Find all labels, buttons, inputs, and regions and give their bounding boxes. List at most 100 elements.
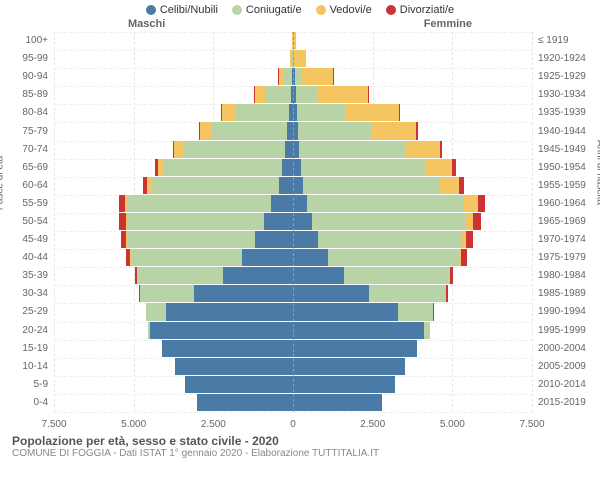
bar-segment-female <box>318 231 461 248</box>
x-tick: 7.500 <box>519 419 544 430</box>
bar-segment-female <box>298 122 371 139</box>
y-tick-right: 2015-2019 <box>534 398 592 408</box>
bar-segment-female <box>345 104 399 121</box>
bar-segment-male <box>126 213 128 230</box>
gender-headers: Maschi Femmine <box>8 18 592 32</box>
y-tick-left: 85-89 <box>8 90 52 100</box>
y-tick-left: 70-74 <box>8 145 52 155</box>
bar-segment-male <box>130 249 242 266</box>
bar-segment-female <box>473 213 481 230</box>
bar-segment-male <box>222 104 235 121</box>
bar-segment-female <box>344 267 449 284</box>
legend-label: Divorziati/e <box>400 4 454 16</box>
bar-segment-female <box>299 141 404 158</box>
bar-segment-male <box>174 141 183 158</box>
y-tick-right: 1935-1939 <box>534 108 592 118</box>
bar-segment-female <box>293 213 312 230</box>
x-tick: 5.000 <box>121 419 146 430</box>
bar-segment-female <box>293 177 303 194</box>
y-tick-right: 1945-1949 <box>534 145 592 155</box>
bar-segment-female <box>466 231 473 248</box>
bar-segment-male <box>147 177 151 194</box>
bar-segment-male <box>164 159 282 176</box>
y-tick-left: 100+ <box>8 36 52 46</box>
bar-segment-male <box>143 177 147 194</box>
bar-segment-male <box>158 159 164 176</box>
bar-segment-male <box>127 195 270 212</box>
legend-item: Vedovi/e <box>316 4 372 16</box>
bar-segment-female <box>446 285 448 302</box>
legend-swatch <box>386 5 396 15</box>
bar-segment-male <box>271 195 293 212</box>
bar-segment-male <box>254 86 265 103</box>
bar-segment-female <box>440 141 443 158</box>
y-axis-label-right: Anni di nascita <box>595 140 600 205</box>
y-tick-left: 20-24 <box>8 326 52 336</box>
bar-segment-male <box>125 195 128 212</box>
bar-segment-male <box>183 141 285 158</box>
bar-segment-female <box>398 303 433 320</box>
bar-segment-male <box>235 104 289 121</box>
bar-segment-male <box>279 177 293 194</box>
y-tick-right: 2010-2014 <box>534 380 592 390</box>
gridline-vertical <box>532 32 533 412</box>
population-pyramid-chart: Celibi/NubiliConiugati/eVedovi/eDivorzia… <box>0 0 600 500</box>
legend-swatch <box>232 5 242 15</box>
y-tick-left: 40-44 <box>8 253 52 263</box>
center-axis <box>293 32 294 412</box>
bar-segment-male <box>126 249 130 266</box>
chart-footer: Popolazione per età, sesso e stato civil… <box>8 434 592 459</box>
bar-segment-female <box>293 195 307 212</box>
bars-area <box>54 32 532 412</box>
bar-segment-female <box>478 195 486 212</box>
legend-swatch <box>316 5 326 15</box>
bar-segment-female <box>371 122 416 139</box>
gridline-horizontal <box>54 412 532 413</box>
bar-segment-female <box>307 195 463 212</box>
y-tick-right: 2005-2009 <box>534 362 592 372</box>
y-tick-right: 1950-1954 <box>534 163 592 173</box>
y-axis-label-left: Fasce di età <box>0 156 6 210</box>
y-tick-right: 1990-1994 <box>534 307 592 317</box>
bar-segment-male <box>284 68 292 85</box>
bar-segment-male <box>255 231 293 248</box>
y-tick-left: 10-14 <box>8 362 52 372</box>
bar-segment-female <box>301 159 425 176</box>
x-axis: 7.5005.0002.50002.5005.0007.500 <box>54 414 532 432</box>
chart-title: Popolazione per età, sesso e stato civil… <box>12 434 592 448</box>
y-tick-right: 1960-1964 <box>534 199 592 209</box>
bar-segment-male <box>175 358 293 375</box>
bar-segment-female <box>465 213 473 230</box>
bar-segment-female <box>293 285 369 302</box>
bar-segment-male <box>173 141 175 158</box>
bar-segment-female <box>293 303 398 320</box>
bar-segment-female <box>399 104 400 121</box>
bar-segment-female <box>405 141 440 158</box>
y-tick-left: 0-4 <box>8 398 52 408</box>
bar-segment-female <box>369 285 445 302</box>
y-axis-left: 0-45-910-1415-1920-2425-2930-3435-3940-4… <box>8 32 52 432</box>
y-tick-left: 60-64 <box>8 181 52 191</box>
bar-segment-female <box>293 376 395 393</box>
bar-segment-male <box>126 231 127 248</box>
plot-area: Fasce di età Anni di nascita 0-45-910-14… <box>8 32 592 432</box>
y-tick-left: 5-9 <box>8 380 52 390</box>
bar-segment-male <box>264 213 293 230</box>
y-tick-right: 1985-1989 <box>534 289 592 299</box>
bar-segment-female <box>424 322 430 339</box>
bar-segment-male <box>197 394 293 411</box>
bar-segment-female <box>293 231 318 248</box>
bar-segment-female <box>312 213 465 230</box>
bar-segment-male <box>127 213 264 230</box>
bar-segment-female <box>293 394 382 411</box>
y-tick-right: ≤ 1919 <box>534 36 592 46</box>
bar-segment-male <box>223 267 293 284</box>
y-tick-left: 30-34 <box>8 289 52 299</box>
bar-segment-female <box>416 122 418 139</box>
bar-segment-female <box>452 159 456 176</box>
bar-segment-female <box>296 86 317 103</box>
legend: Celibi/NubiliConiugati/eVedovi/eDivorzia… <box>8 4 592 16</box>
bar-segment-female <box>463 195 477 212</box>
legend-item: Divorziati/e <box>386 4 454 16</box>
bar-segment-male <box>194 285 293 302</box>
